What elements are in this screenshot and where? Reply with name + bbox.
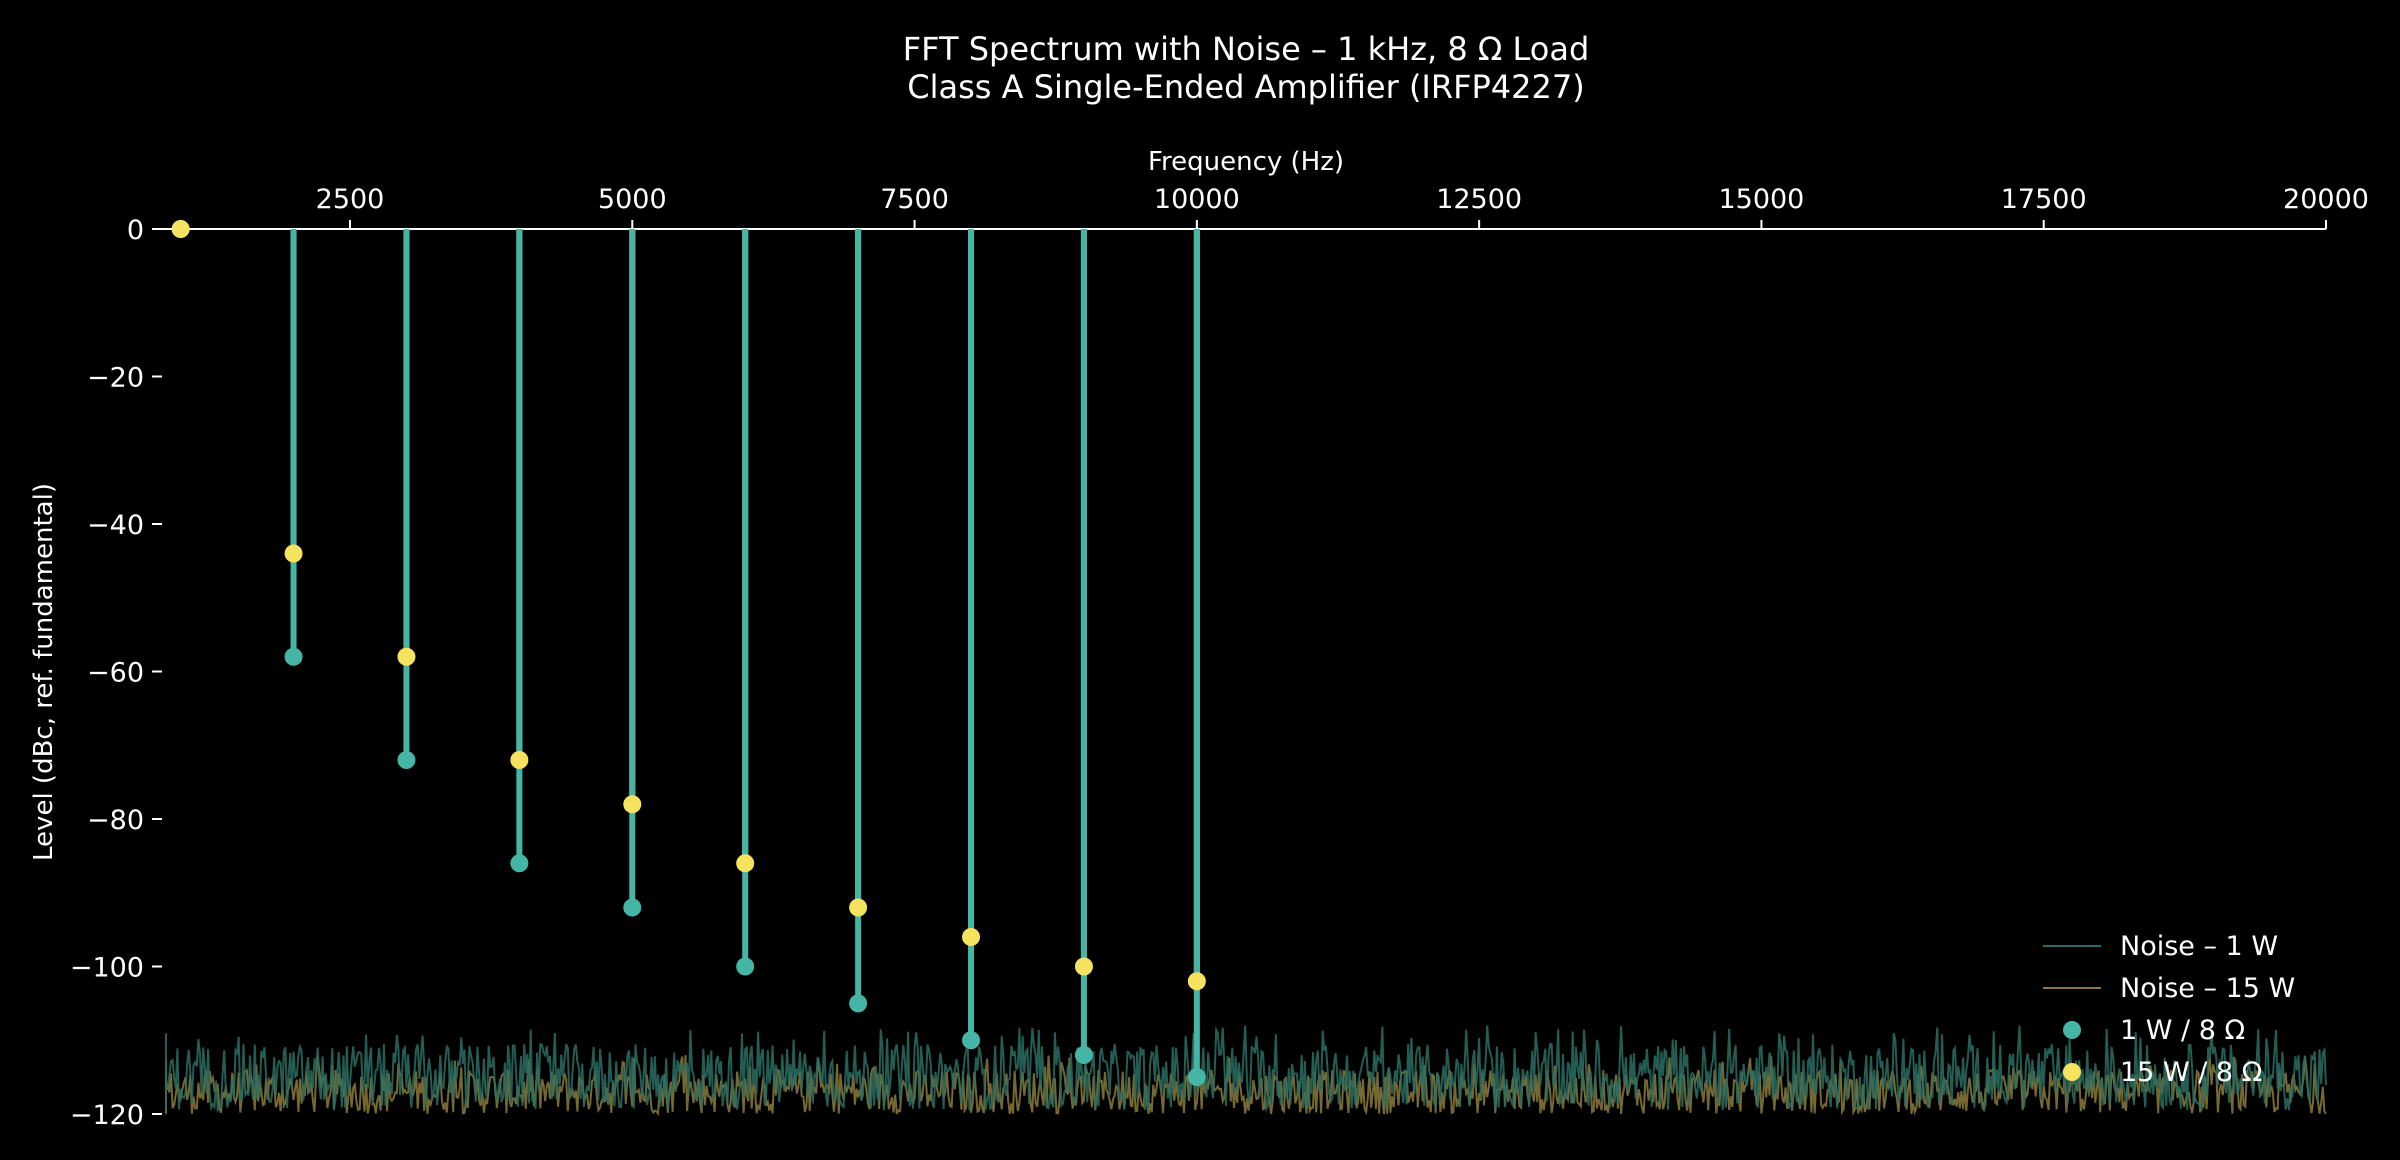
- y-tick-label: −20: [87, 363, 144, 394]
- y-tick-label: −80: [87, 805, 144, 836]
- legend-label: 15 W / 8 Ω: [2120, 1057, 2262, 1088]
- x-tick-label: 7500: [880, 184, 949, 215]
- stem-marker-1-w-8-: [736, 957, 755, 976]
- x-tick-label: 5000: [598, 184, 667, 215]
- legend-swatch: [2063, 1063, 2081, 1081]
- x-axis: 2500 5000 7500 10000 12500 15000 17500 20000: [162, 184, 2369, 230]
- stem-marker-15-w-8-: [623, 795, 642, 814]
- stem-marker-1-w-8-: [849, 994, 868, 1013]
- stem-marker-15-w-8-: [171, 220, 190, 238]
- stem-marker-15-w-8-: [962, 928, 981, 946]
- stem-marker-1-w-8-: [284, 647, 303, 666]
- x-axis-label: Frequency (Hz): [1148, 147, 1344, 177]
- x-tick-label: 12500: [1436, 184, 1522, 215]
- stem-marker-15-w-8-: [510, 751, 529, 769]
- x-tick-label: 20000: [2283, 184, 2369, 215]
- y-axis: 0 −20 −40 −60 −80 −100 −120: [70, 215, 162, 1131]
- y-tick-label: 0: [127, 215, 144, 246]
- legend-label: Noise – 1 W: [2120, 931, 2278, 962]
- stem-marker-1-w-8-: [962, 1031, 981, 1050]
- legend-label: Noise – 15 W: [2120, 973, 2295, 1004]
- noise-line-noise-15-w: [165, 1055, 2327, 1117]
- y-tick-label: −60: [87, 658, 144, 689]
- y-tick-label: −100: [70, 953, 144, 984]
- stem-marker-1-w-8-: [1187, 1068, 1206, 1087]
- x-tick-label: 10000: [1154, 184, 1240, 215]
- legend: Noise – 1 W Noise – 15 W 1 W / 8 Ω 15 W / 8…: [2043, 931, 2295, 1088]
- y-tick-label: −120: [70, 1100, 144, 1131]
- stem-marker-1-w-8-: [1074, 1046, 1093, 1064]
- x-tick-label: 15000: [1718, 184, 1804, 215]
- stem-marker-15-w-8-: [849, 898, 868, 917]
- chart-subtitle: Class A Single-Ended Amplifier (IRFP4227…: [907, 68, 1584, 106]
- stem-marker-15-w-8-: [1074, 957, 1093, 976]
- stem-marker-1-w-8-: [623, 898, 642, 917]
- stem-marker-15-w-8-: [284, 544, 303, 563]
- chart-title: FFT Spectrum with Noise – 1 kHz, 8 Ω Loa…: [903, 30, 1590, 68]
- stem-marker-1-w-8-: [510, 854, 529, 873]
- x-tick-label: 17500: [2001, 184, 2087, 215]
- stem-series: [171, 220, 1206, 1087]
- stem-marker-15-w-8-: [1187, 972, 1206, 991]
- x-tick-label: 2500: [316, 184, 385, 215]
- legend-label: 1 W / 8 Ω: [2120, 1015, 2245, 1046]
- y-axis-label: Level (dBc, ref. fundamental): [29, 483, 59, 861]
- stem-marker-15-w-8-: [397, 647, 416, 666]
- stem-marker-15-w-8-: [736, 854, 755, 873]
- stem-marker-1-w-8-: [397, 751, 416, 769]
- legend-swatch: [2063, 1021, 2081, 1039]
- y-tick-label: −40: [87, 510, 144, 541]
